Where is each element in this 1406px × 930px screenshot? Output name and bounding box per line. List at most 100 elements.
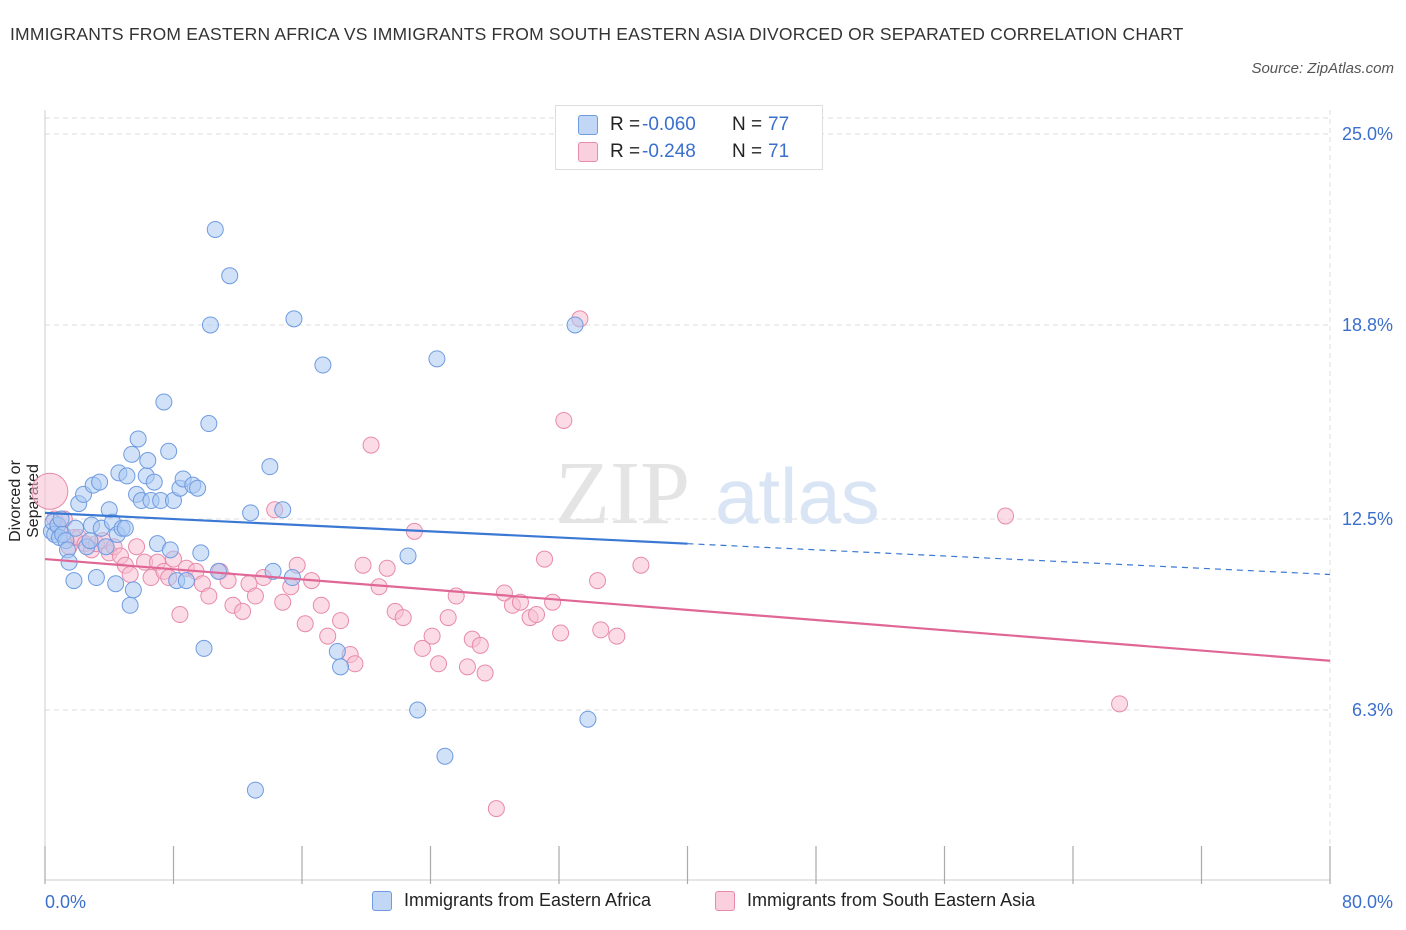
point-eastern-africa	[121, 596, 139, 614]
trend-line-eastern-africa	[44, 511, 688, 545]
point-south-eastern-asia	[997, 507, 1015, 525]
point-eastern-africa	[123, 445, 141, 463]
point-south-eastern-asia	[632, 556, 650, 574]
point-south-eastern-asia	[511, 593, 529, 611]
trend-line-eastern-africa-projection	[687, 543, 1331, 576]
point-eastern-africa	[246, 781, 264, 799]
y-tick-label: 18.8%	[1342, 315, 1393, 335]
legend-n-label: N =	[732, 141, 763, 162]
point-eastern-africa	[97, 538, 115, 556]
legend-swatch-pink	[578, 142, 598, 162]
point-eastern-africa	[579, 710, 597, 728]
point-south-eastern-asia	[394, 609, 412, 627]
points-eastern-africa	[42, 220, 597, 799]
legend-r-label: R =	[610, 114, 641, 135]
point-south-eastern-asia	[362, 436, 380, 454]
point-eastern-africa	[107, 575, 125, 593]
point-south-eastern-asia	[296, 615, 314, 633]
point-south-eastern-asia	[31, 472, 69, 510]
point-south-eastern-asia	[608, 627, 626, 645]
legend-r-value: -0.060	[642, 114, 696, 135]
point-south-eastern-asia	[552, 624, 570, 642]
point-south-eastern-asia	[171, 606, 189, 624]
point-south-eastern-asia	[458, 658, 476, 676]
x-tick-label: 0.0%	[45, 892, 86, 912]
point-south-eastern-asia	[423, 627, 441, 645]
point-south-eastern-asia	[274, 593, 292, 611]
point-eastern-africa	[195, 639, 213, 657]
point-south-eastern-asia	[378, 559, 396, 577]
legend-n-value: 71	[768, 141, 790, 162]
point-south-eastern-asia	[471, 636, 489, 654]
point-south-eastern-asia	[592, 621, 610, 639]
stats-legend: R = -0.060 N = 77 R = -0.248 N = 71	[555, 105, 823, 170]
bottom-legend-swatch-blue	[372, 890, 392, 911]
point-eastern-africa	[65, 572, 83, 590]
point-south-eastern-asia	[332, 612, 350, 630]
y-tick-label: 25.0%	[1342, 124, 1393, 144]
point-eastern-africa	[81, 532, 99, 550]
point-eastern-africa	[409, 701, 427, 719]
point-eastern-africa	[566, 316, 584, 334]
point-eastern-africa	[428, 350, 446, 368]
point-south-eastern-asia	[354, 556, 372, 574]
point-eastern-africa	[221, 267, 239, 285]
bottom-legend-eastern-africa: Immigrants from Eastern Africa	[372, 890, 651, 911]
watermark-atlas: atlas	[715, 452, 880, 540]
point-south-eastern-asia	[121, 565, 139, 583]
point-eastern-africa	[189, 479, 207, 497]
watermark: ZIP atlas	[555, 444, 880, 543]
point-eastern-africa	[200, 415, 218, 433]
point-south-eastern-asia	[555, 411, 573, 429]
point-eastern-africa	[201, 316, 219, 334]
source-label: Source: ZipAtlas.com	[1251, 60, 1394, 77]
point-south-eastern-asia	[200, 587, 218, 605]
point-south-eastern-asia	[413, 639, 431, 657]
trend-lines	[44, 511, 1331, 662]
point-south-eastern-asia	[430, 655, 448, 673]
legend-row-south-eastern-asia: R = -0.248 N = 71	[578, 140, 789, 164]
y-tick-label: 12.5%	[1342, 509, 1393, 529]
point-eastern-africa	[124, 581, 142, 599]
point-south-eastern-asia	[536, 550, 554, 568]
point-south-eastern-asia	[589, 572, 607, 590]
point-eastern-africa	[328, 642, 346, 660]
point-south-eastern-asia	[528, 606, 546, 624]
bottom-legend-label: Immigrants from Eastern Africa	[404, 890, 652, 910]
point-south-eastern-asia	[128, 538, 146, 556]
point-south-eastern-asia	[234, 602, 252, 620]
point-eastern-africa	[118, 467, 136, 485]
watermark-zip: ZIP	[555, 444, 690, 543]
legend-swatch-blue	[578, 115, 598, 135]
legend-r-label: R =	[610, 141, 641, 162]
point-south-eastern-asia	[312, 596, 330, 614]
point-eastern-africa	[67, 519, 85, 537]
point-eastern-africa	[116, 519, 134, 537]
point-south-eastern-asia	[544, 593, 562, 611]
trend-line-south-eastern-asia	[44, 557, 1331, 662]
point-south-eastern-asia	[487, 800, 505, 818]
point-eastern-africa	[261, 458, 279, 476]
point-eastern-africa	[192, 544, 210, 562]
tick-labels: 6.3% 12.5% 18.8% 25.0% 0.0% 80.0%	[45, 124, 1393, 912]
point-eastern-africa	[177, 572, 195, 590]
point-eastern-africa	[129, 430, 147, 448]
x-tick-label: 80.0%	[1342, 892, 1393, 912]
points-south-eastern-asia	[31, 310, 1129, 818]
point-eastern-africa	[161, 541, 179, 559]
bottom-legend-south-eastern-asia: Immigrants from South Eastern Asia	[715, 890, 1035, 911]
point-south-eastern-asia	[319, 627, 337, 645]
point-south-eastern-asia	[1111, 695, 1129, 713]
point-south-eastern-asia	[346, 655, 364, 673]
bottom-legend-label: Immigrants from South Eastern Asia	[747, 890, 1036, 910]
point-eastern-africa	[285, 310, 303, 328]
y-tick-label: 6.3%	[1352, 700, 1393, 720]
legend-r-value: -0.248	[642, 141, 696, 162]
point-eastern-africa	[399, 547, 417, 565]
legend-n-value: 77	[768, 114, 790, 135]
point-south-eastern-asia	[495, 584, 513, 602]
point-eastern-africa	[91, 473, 109, 491]
bottom-legend-swatch-pink	[715, 890, 735, 911]
point-eastern-africa	[87, 569, 105, 587]
